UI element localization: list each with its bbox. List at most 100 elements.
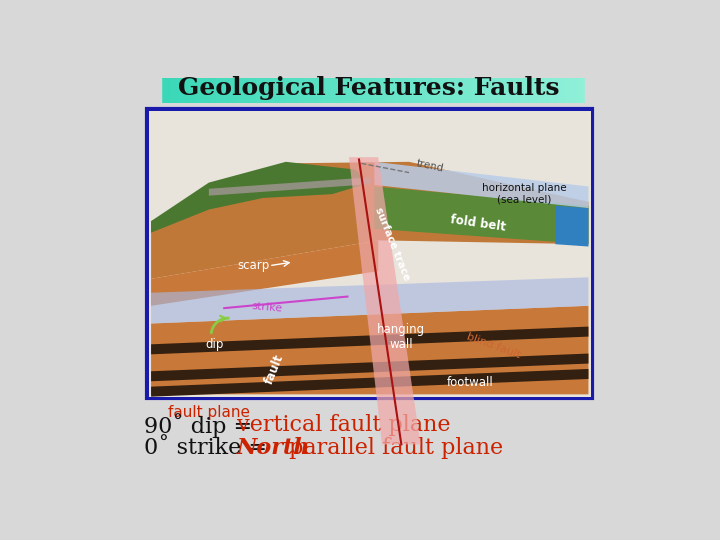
Bar [454,78,456,103]
Bar [244,78,246,103]
Bar [278,78,281,103]
Bar [466,78,468,103]
Bar [258,78,261,103]
Bar [318,78,320,103]
Bar [363,78,365,103]
Bar [257,78,259,103]
Bar [554,78,556,103]
Bar [302,78,305,103]
Bar [583,78,585,103]
Bar [320,78,323,103]
Bar [274,78,276,103]
Bar [356,78,358,103]
Bar [527,78,529,103]
Bar [486,78,488,103]
Bar [239,78,241,103]
Polygon shape [151,306,588,394]
Bar [195,78,197,103]
Text: 90˚ dip =: 90˚ dip = [144,413,259,437]
Bar [418,78,420,103]
Polygon shape [349,157,420,444]
Bar [164,78,166,103]
Bar [360,78,362,103]
Bar [233,78,235,103]
Polygon shape [374,162,588,208]
Bar [216,78,218,103]
Bar [339,78,341,103]
Bar [420,78,422,103]
Bar [376,78,378,103]
Bar [236,78,238,103]
Bar [531,78,533,103]
Text: Geological Features: Faults: Geological Features: Faults [179,76,559,100]
Bar [199,78,202,103]
Bar [561,78,563,103]
Bar [487,78,490,103]
Bar [408,78,410,103]
Bar [301,78,303,103]
Bar [557,78,559,103]
Bar [330,78,333,103]
Bar [524,78,526,103]
Bar [467,78,469,103]
Bar [370,78,372,103]
Bar [315,78,317,103]
Bar [246,78,248,103]
Bar [477,78,480,103]
Bar [243,78,245,103]
Bar [338,78,340,103]
Bar [276,78,278,103]
Bar [432,78,434,103]
Bar [426,78,428,103]
Bar [460,78,462,103]
Bar [425,78,427,103]
Bar [240,78,243,103]
Bar [300,78,302,103]
Bar [264,78,266,103]
Bar [451,78,453,103]
Bar [414,78,416,103]
Bar [298,78,300,103]
Bar [539,78,541,103]
Bar [582,78,584,103]
Polygon shape [151,240,378,306]
Bar [494,78,496,103]
Bar [232,78,234,103]
Bar [182,78,184,103]
Bar [181,78,183,103]
Bar [551,78,553,103]
Bar [367,78,369,103]
Bar [558,78,560,103]
Bar [548,78,550,103]
Text: 0˚ strike =: 0˚ strike = [144,437,274,459]
Bar [498,78,500,103]
Bar [567,78,570,103]
Bar [411,78,413,103]
Bar [167,78,169,103]
Bar [580,78,582,103]
Text: horizontal plane
(sea level): horizontal plane (sea level) [482,184,567,205]
Bar [575,78,577,103]
Bar [423,78,426,103]
Bar [464,78,467,103]
Bar [544,78,546,103]
Bar [400,78,402,103]
Text: fault plane: fault plane [168,404,250,420]
Bar [459,78,461,103]
Bar [319,78,321,103]
Bar [513,78,515,103]
Bar [354,78,356,103]
Text: scarp: scarp [238,259,269,272]
Bar [261,78,264,103]
Bar [185,78,187,103]
Bar [172,78,174,103]
Bar [455,78,457,103]
Bar [516,78,518,103]
Bar [442,78,444,103]
Bar [332,78,334,103]
Bar [277,78,279,103]
Bar [179,78,181,103]
Text: hanging
wall: hanging wall [377,323,426,352]
Bar [579,78,581,103]
Bar [391,78,393,103]
